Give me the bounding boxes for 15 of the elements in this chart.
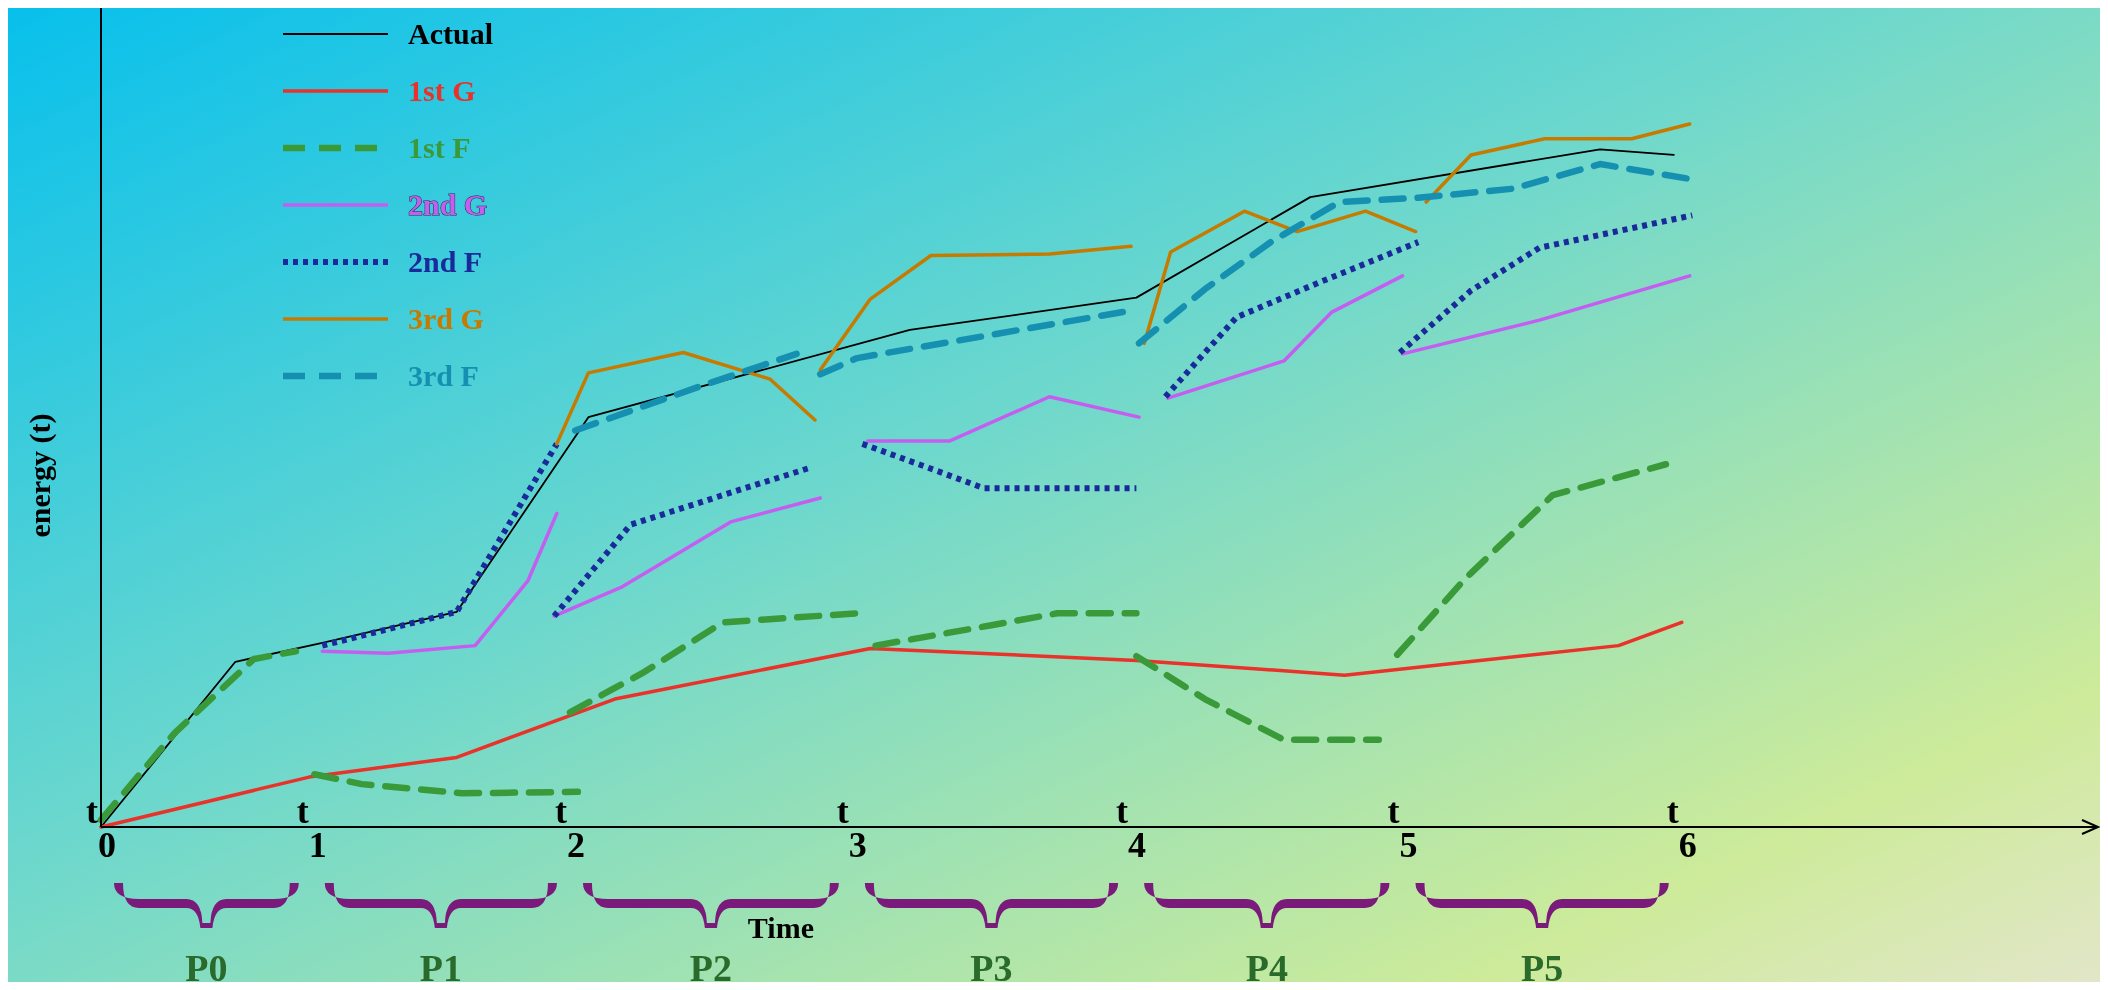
legend-label: 1st F [408, 131, 471, 164]
text: P0 [185, 947, 228, 989]
legend-label: 3rd F [408, 359, 479, 392]
legend-label: 1st G [408, 74, 476, 107]
text: P3 [970, 947, 1013, 989]
text: P1 [419, 947, 462, 989]
legend-label: 2nd G [408, 188, 488, 221]
legend-label: 2nd F [408, 245, 483, 278]
y-axis-title: energy (t) [23, 413, 57, 538]
text: P5 [1521, 947, 1564, 989]
text: P4 [1245, 947, 1288, 989]
legend-label: Actual [408, 17, 493, 50]
legend-label: 3rd G [408, 302, 484, 335]
x-axis-title: Time [747, 911, 814, 944]
text: P2 [689, 947, 733, 989]
